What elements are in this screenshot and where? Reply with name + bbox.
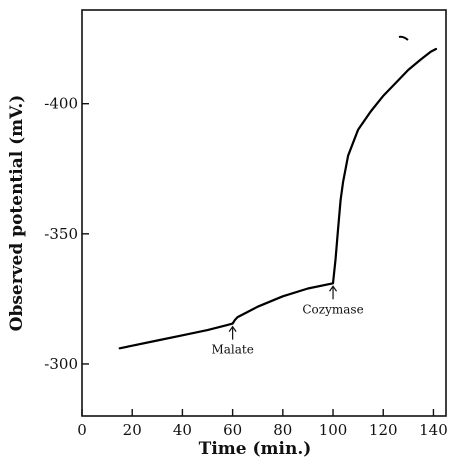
annotation-label: Cozymase	[302, 302, 363, 316]
x-tick-label: 0	[77, 421, 87, 439]
y-tick-label: -350	[44, 225, 78, 243]
x-tick-label: 140	[419, 421, 448, 439]
annotation-arrowhead	[329, 285, 338, 292]
stray-mark	[398, 35, 409, 41]
x-tick-label: 80	[273, 421, 292, 439]
x-tick-label: 60	[223, 421, 242, 439]
y-axis-title: Observed potential (mV.)	[7, 95, 27, 332]
potential-curve	[118, 47, 438, 350]
annotations: Malate Cozymase	[211, 285, 364, 357]
annotation-arrowhead	[228, 325, 237, 332]
y-axis-ticks: -300 -350 -400	[44, 95, 89, 373]
x-axis-title: Time (min.)	[199, 439, 312, 459]
plot-frame	[81, 9, 447, 417]
annotation-label: Malate	[211, 343, 253, 357]
x-axis-ticks: 0 20 40 60 80 100 120 140	[77, 409, 448, 439]
x-tick-label: 100	[319, 421, 348, 439]
y-tick-label: -300	[44, 355, 78, 373]
x-tick-label: 120	[369, 421, 398, 439]
x-tick-label: 20	[123, 421, 142, 439]
y-tick-label: -400	[44, 95, 78, 113]
x-tick-label: 40	[173, 421, 192, 439]
